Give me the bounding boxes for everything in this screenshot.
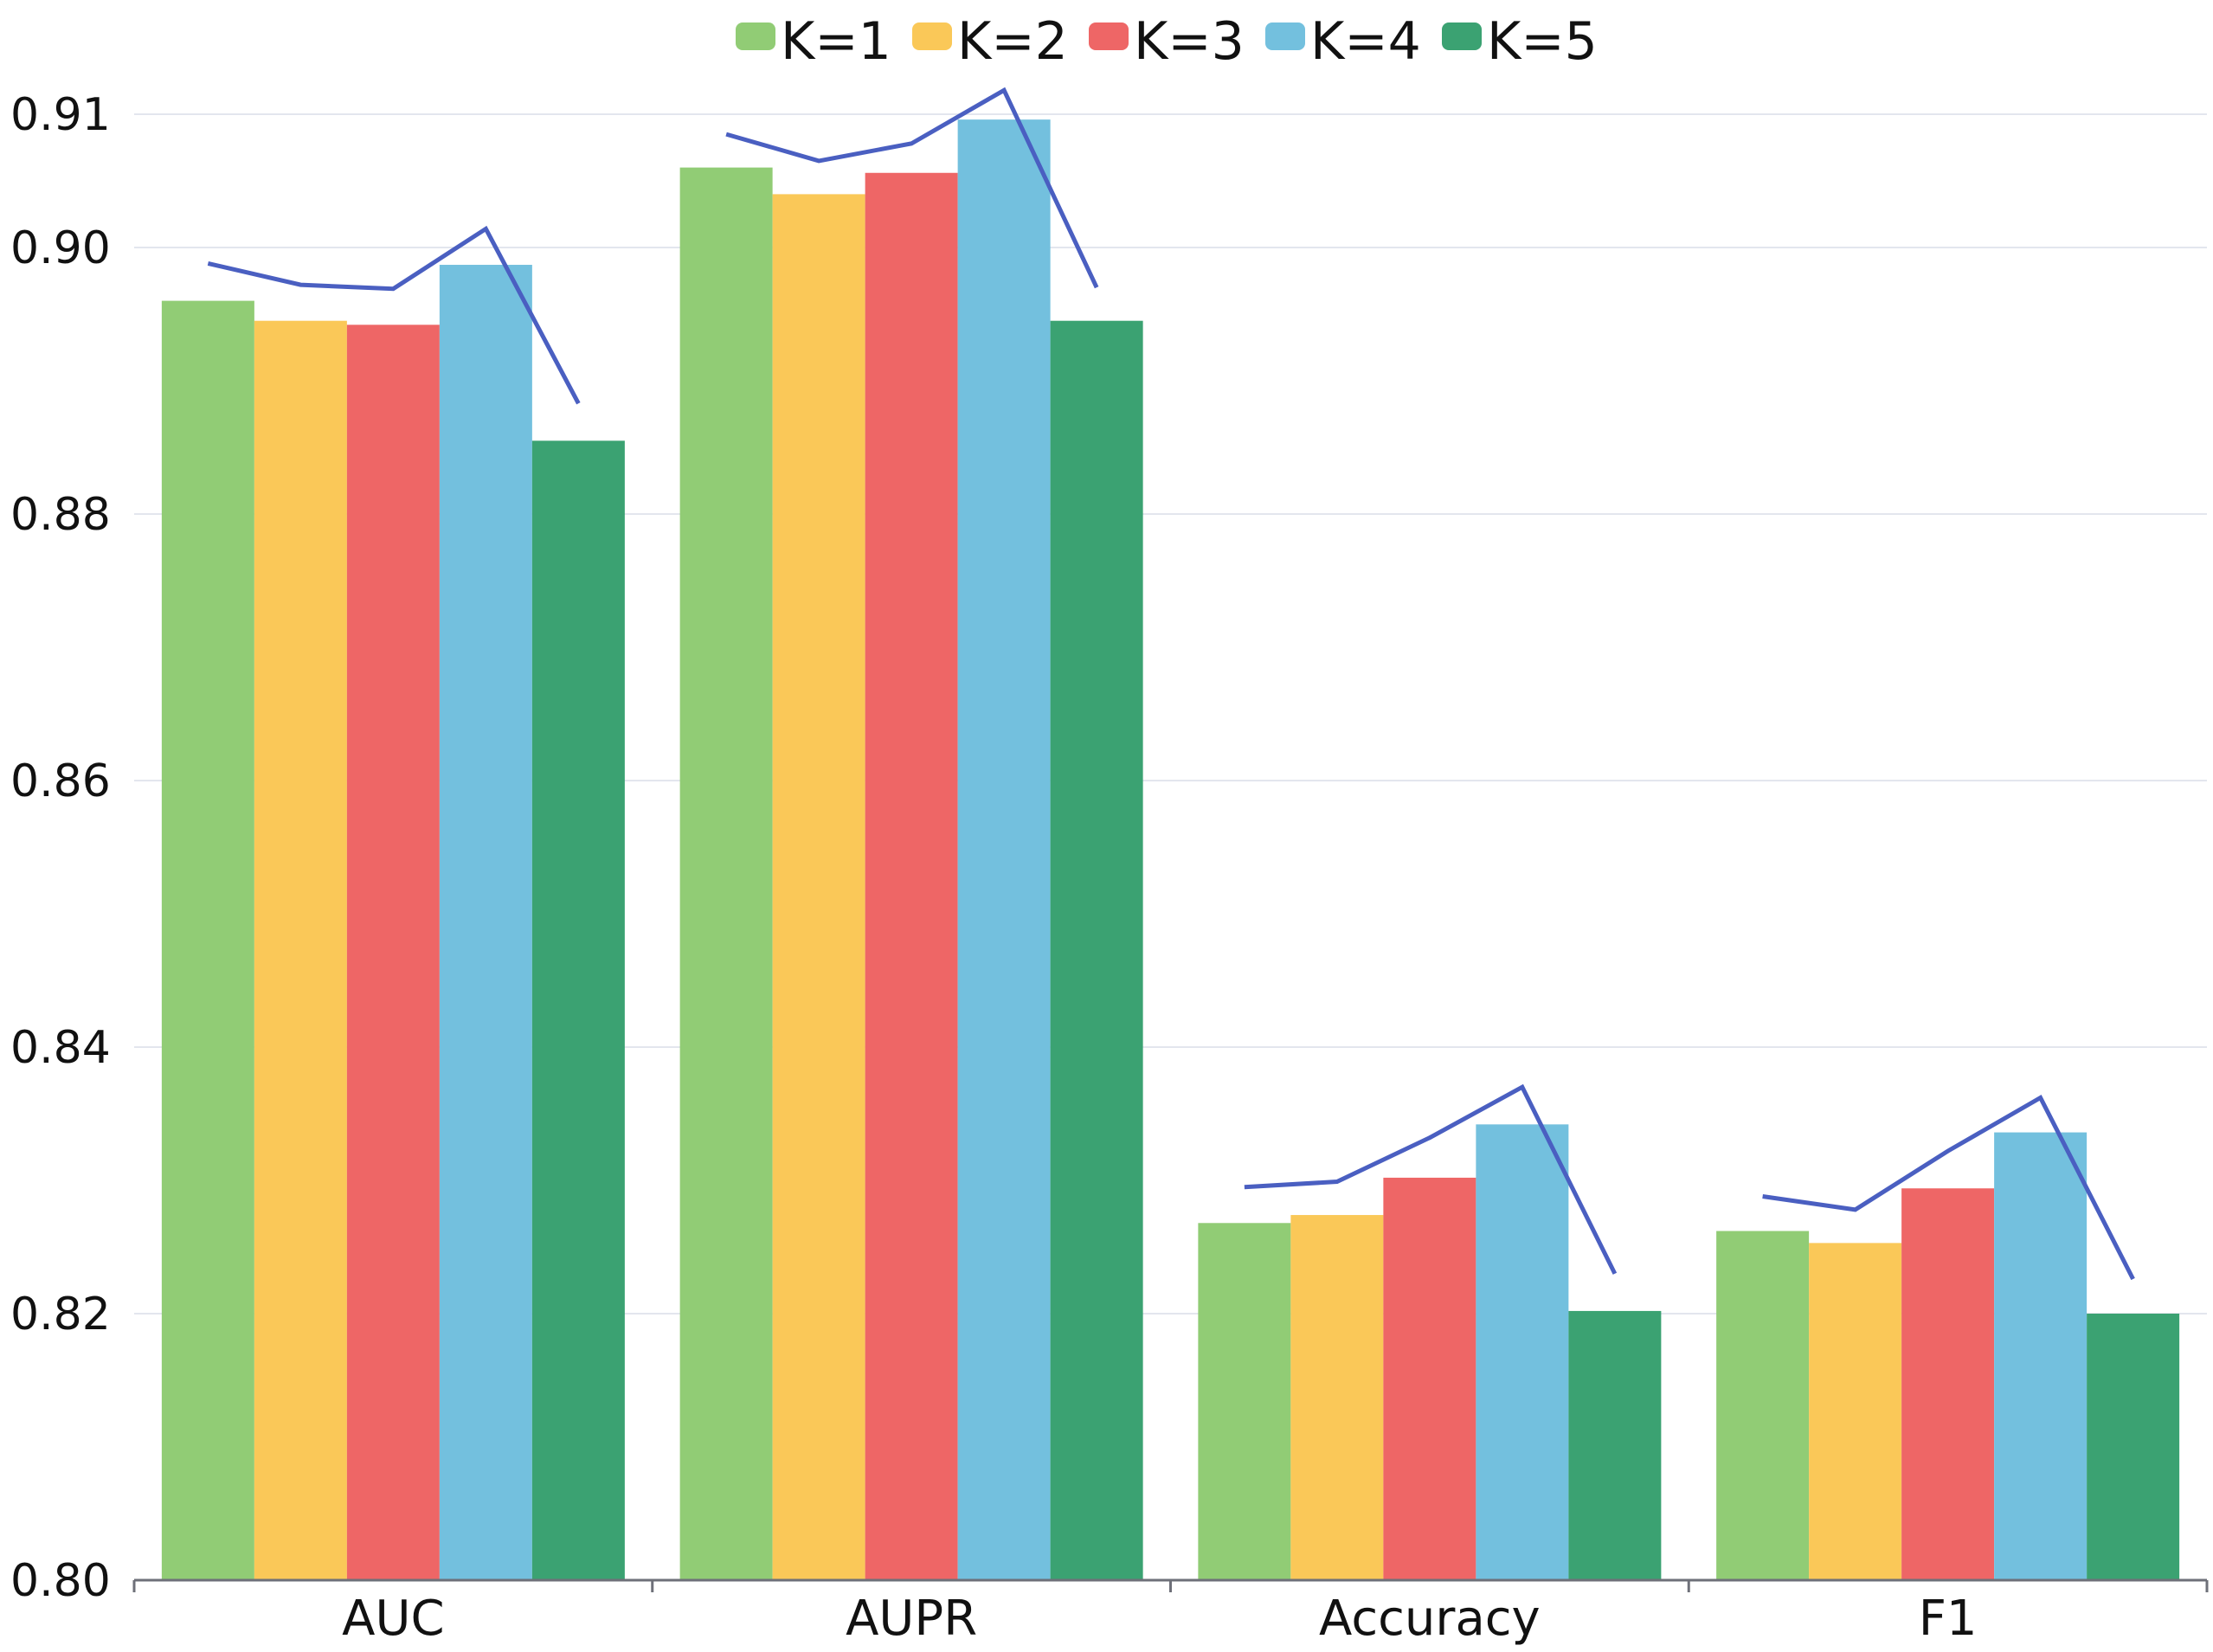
bar-k4-f1	[1994, 1132, 2088, 1580]
bar-k2-accuracy	[1290, 1215, 1384, 1580]
bar-k2-f1	[1809, 1243, 1902, 1580]
bar-groups	[161, 119, 2180, 1581]
bar-k2-auc	[254, 320, 347, 1581]
bar-k3-accuracy	[1383, 1177, 1476, 1580]
legend-label: K=4	[1310, 11, 1421, 72]
bar-k4-auc	[439, 265, 532, 1580]
bar-k3-aupr	[865, 172, 958, 1580]
bar-k5-aupr	[1050, 320, 1143, 1581]
y-tick-label: 0.91	[10, 89, 111, 141]
bar-k2-aupr	[772, 194, 865, 1580]
legend-swatch	[1265, 22, 1305, 50]
bar-k5-auc	[531, 440, 625, 1580]
legend-swatch	[1089, 22, 1129, 50]
bar-k4-aupr	[957, 119, 1051, 1580]
legend-label: K=2	[957, 11, 1068, 72]
y-tick-label: 0.80	[10, 1555, 111, 1607]
legend-swatch	[1442, 22, 1482, 50]
trend-line-f1	[1762, 1095, 2135, 1281]
bar-k3-auc	[346, 325, 440, 1580]
legend-label: K=1	[781, 11, 891, 72]
legend-label: K=3	[1134, 11, 1245, 72]
bar-k1-accuracy	[1198, 1223, 1291, 1580]
trend-lines	[207, 87, 2135, 1281]
y-tick-label: 0.86	[10, 755, 111, 807]
trend-line-aupr	[725, 87, 1099, 289]
axes: 0.80 0.82 0.84 0.86 0.88 0.90 0.91 AUC AUPR Accur…	[10, 89, 2209, 1647]
legend-label: K=5	[1487, 11, 1598, 72]
trend-line-auc	[207, 225, 581, 405]
bar-k1-f1	[1716, 1231, 1810, 1580]
bar-k5-accuracy	[1568, 1310, 1662, 1580]
x-category-label: F1	[1919, 1591, 1978, 1647]
bar-k3-f1	[1901, 1188, 1995, 1580]
x-category-label: Accuracy	[1319, 1591, 1541, 1647]
y-tick-label: 0.88	[10, 489, 111, 541]
y-tick-label: 0.90	[10, 222, 111, 274]
y-tick-label: 0.82	[10, 1289, 111, 1340]
bar-k1-aupr	[679, 167, 773, 1581]
bar-k1-auc	[161, 300, 254, 1581]
legend: K=1 K=2 K=3 K=4 K=5	[736, 11, 1598, 72]
legend-swatch	[912, 22, 952, 50]
legend-swatch	[736, 22, 775, 50]
bar-k5-f1	[2087, 1314, 2180, 1580]
x-category-label: AUC	[342, 1591, 444, 1647]
y-tick-label: 0.84	[10, 1022, 111, 1074]
x-category-label: AUPR	[846, 1591, 977, 1647]
bar-k4-accuracy	[1476, 1124, 1569, 1580]
trend-line-accuracy	[1244, 1083, 1618, 1275]
